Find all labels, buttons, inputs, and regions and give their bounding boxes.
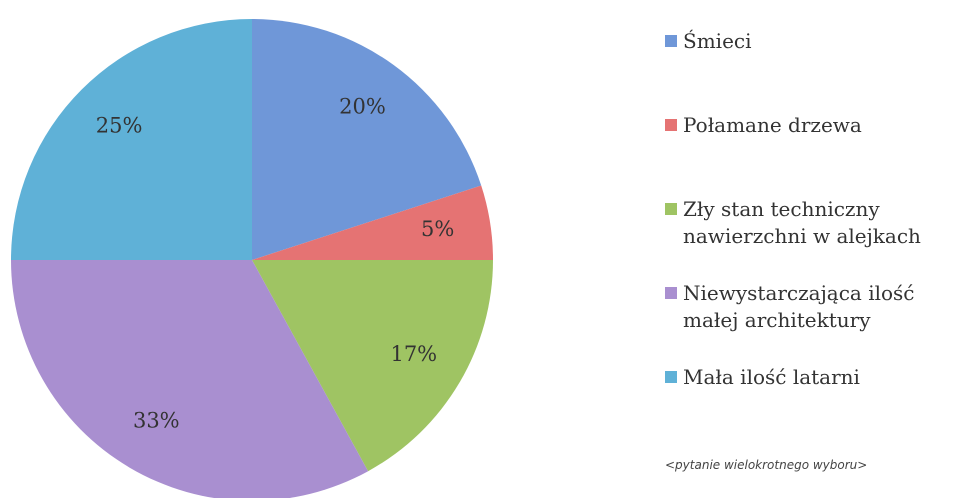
legend-swatch [665,287,677,299]
data-label: 33% [133,408,180,432]
data-label: 20% [339,94,386,118]
pie-slice [11,19,252,260]
legend-item: Połamane drzewa [665,112,950,196]
legend-label: Śmieci [683,29,752,53]
note: <pytanie wielokrotnego wyboru> [665,458,868,472]
legend-item: Śmieci [665,28,950,112]
legend: Śmieci Połamane drzewa Zły stan techniczny… [665,28,950,448]
legend-swatch [665,35,677,47]
pie-slice [252,19,482,260]
legend-swatch [665,119,677,131]
pie-slice [252,185,493,260]
legend-label: Zły stan techniczny nawierzchni w alejka… [683,197,921,248]
legend-item: Mała ilość latarni [665,364,950,448]
pie-slice [11,260,369,498]
data-label: 25% [96,114,143,138]
legend-label: Połamane drzewa [683,113,862,137]
legend-swatch [665,203,677,215]
legend-item: Zły stan techniczny nawierzchni w alejka… [665,196,950,280]
data-label: 17% [390,342,437,366]
legend-swatch [665,371,677,383]
legend-item: Niewystarczająca ilość małej architektur… [665,280,950,364]
legend-label: Mała ilość latarni [683,365,860,389]
legend-label: Niewystarczająca ilość małej architektur… [683,281,915,332]
data-label: 5% [421,217,454,241]
pie-slice [252,260,493,472]
